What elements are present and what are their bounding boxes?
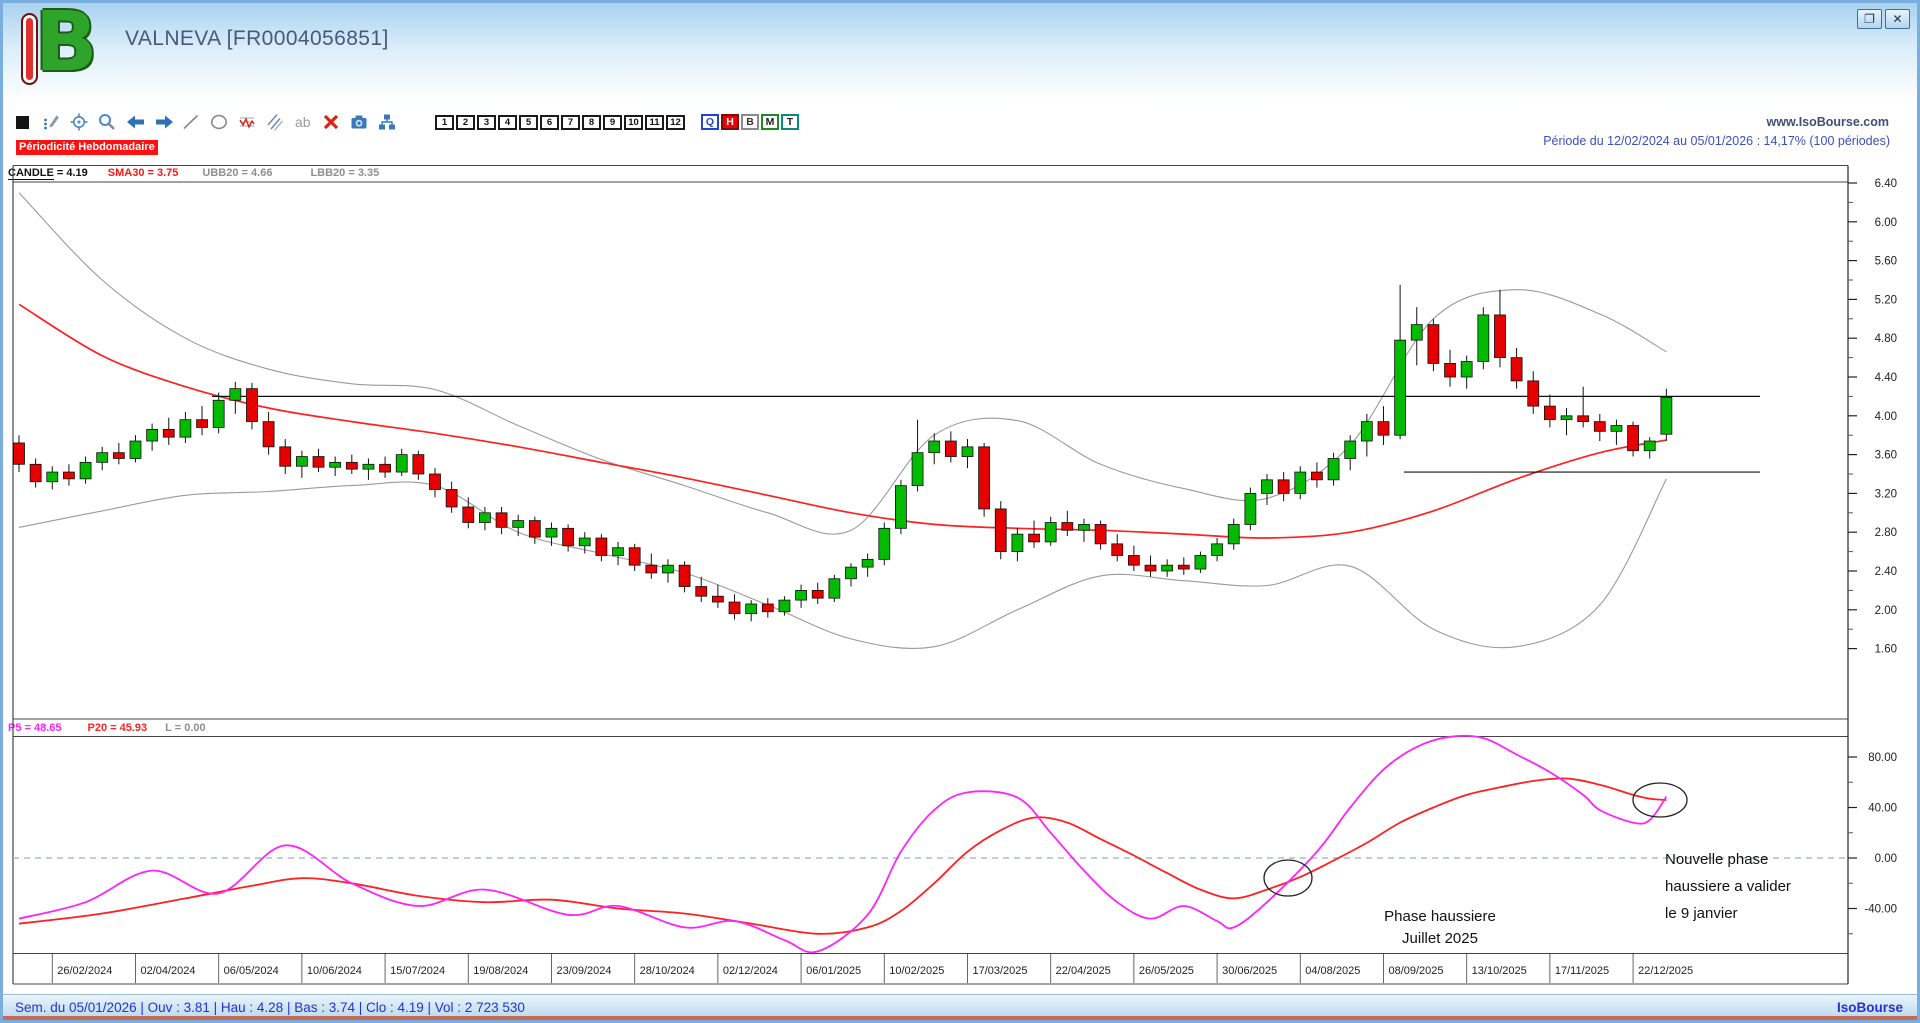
svg-text:0.00: 0.00	[1875, 853, 1897, 865]
period-button-9[interactable]: 9	[603, 114, 622, 130]
svg-text:04/08/2025: 04/08/2025	[1305, 965, 1360, 977]
svg-text:5.20: 5.20	[1875, 294, 1897, 306]
svg-text:2.40: 2.40	[1875, 566, 1897, 578]
mode-button-B[interactable]: B	[741, 114, 759, 130]
svg-text:2.00: 2.00	[1875, 605, 1897, 617]
svg-text:02/12/2024: 02/12/2024	[723, 965, 778, 977]
mode-button-M[interactable]: M	[761, 114, 779, 130]
svg-text:10/02/2025: 10/02/2025	[889, 965, 944, 977]
arrow-right-icon[interactable]	[153, 112, 173, 132]
svg-text:26/05/2025: 26/05/2025	[1139, 965, 1194, 977]
logo-b-glyph: B	[35, 0, 98, 90]
period-button-8[interactable]: 8	[582, 114, 601, 130]
arrow-left-icon[interactable]	[125, 112, 145, 132]
logo-i-bar	[21, 13, 38, 85]
zoom-icon[interactable]	[97, 112, 117, 132]
period-button-10[interactable]: 10	[624, 114, 643, 130]
legend-lbb20: LBB20 = 3.35	[310, 167, 380, 179]
legend-candle: CANDLE = 4.19	[8, 167, 88, 180]
restore-window-button[interactable]: ❐	[1857, 9, 1882, 29]
legend-p5: P5 = 48.65	[8, 722, 62, 734]
ellipse-tool-icon[interactable]	[209, 112, 229, 132]
period-button-5[interactable]: 5	[519, 114, 538, 130]
svg-text:4.80: 4.80	[1875, 333, 1897, 345]
svg-text:19/08/2024: 19/08/2024	[473, 965, 528, 977]
mode-button-T[interactable]: T	[781, 114, 799, 130]
instrument-title: VALNEVA [FR0004056851]	[125, 27, 389, 50]
svg-text:30/06/2025: 30/06/2025	[1222, 965, 1277, 977]
svg-text:06/01/2025: 06/01/2025	[806, 965, 861, 977]
indicator-chart-icon[interactable]	[237, 112, 257, 132]
svg-text:13/10/2025: 13/10/2025	[1472, 965, 1527, 977]
svg-text:28/10/2024: 28/10/2024	[640, 965, 695, 977]
period-button-7[interactable]: 7	[561, 114, 580, 130]
svg-text:17/11/2025: 17/11/2025	[1555, 965, 1609, 977]
legend-sma30: SMA30 = 3.75	[107, 167, 179, 179]
period-number-buttons: 1 2 3 4 5 6 7 8 9 10 11 12	[435, 114, 687, 130]
svg-text:3.20: 3.20	[1875, 488, 1897, 500]
camera-icon[interactable]	[349, 112, 369, 132]
svg-text:4.40: 4.40	[1875, 372, 1897, 384]
svg-text:4.00: 4.00	[1875, 411, 1897, 423]
svg-text:ab: ab	[295, 114, 311, 130]
close-window-button[interactable]: ✕	[1885, 9, 1910, 29]
svg-text:1.60: 1.60	[1875, 644, 1897, 656]
status-bar: Sem. du 05/01/2026 | Ouv : 3.81 | Hau : …	[3, 994, 1917, 1020]
isobourse-logo-icon: B	[19, 3, 103, 97]
svg-text:6.00: 6.00	[1875, 217, 1897, 229]
period-button-3[interactable]: 3	[477, 114, 496, 130]
svg-text:5.60: 5.60	[1875, 256, 1897, 268]
periodicity-badge: Périodicité Hebdomadaire	[16, 140, 158, 155]
period-button-2[interactable]: 2	[456, 114, 475, 130]
hierarchy-icon[interactable]	[377, 112, 397, 132]
parallel-channel-icon[interactable]	[265, 112, 285, 132]
svg-text:06/05/2024: 06/05/2024	[224, 965, 279, 977]
svg-text:2.80: 2.80	[1875, 527, 1897, 539]
trend-line-icon[interactable]	[181, 112, 201, 132]
legend-p20: P20 = 45.93	[87, 722, 148, 734]
mode-button-H[interactable]: H	[721, 114, 739, 130]
annotation-phase-haussiere[interactable]: Phase haussiere Juillet 2025	[1384, 908, 1496, 947]
svg-text:80.00: 80.00	[1868, 752, 1897, 764]
target-icon[interactable]	[69, 112, 89, 132]
svg-text:22/04/2025: 22/04/2025	[1056, 965, 1111, 977]
svg-text:17/03/2025: 17/03/2025	[972, 965, 1027, 977]
draw-pencil-icon[interactable]	[41, 112, 61, 132]
oscillator-legend: P5 = 48.65 P20 = 45.93 L = 0.00	[8, 722, 244, 734]
period-button-12[interactable]: 12	[666, 114, 685, 130]
svg-text:26/02/2024: 26/02/2024	[57, 965, 112, 977]
select-square-icon[interactable]	[13, 112, 33, 132]
legend-l: L = 0.00	[165, 722, 206, 734]
svg-text:-40.00: -40.00	[1864, 904, 1897, 916]
period-button-4[interactable]: 4	[498, 114, 517, 130]
header: B VALNEVA [FR0004056851] ❐ ✕ www.IsoBour…	[3, 3, 1917, 148]
svg-text:23/09/2024: 23/09/2024	[556, 965, 611, 977]
website-link[interactable]: www.IsoBourse.com	[1766, 115, 1889, 129]
svg-text:10/06/2024: 10/06/2024	[307, 965, 362, 977]
period-button-1[interactable]: 1	[435, 114, 454, 130]
annotation-nouvelle-phase[interactable]: Nouvelle phase haussiere a valider le 9 …	[1665, 851, 1791, 922]
svg-text:08/09/2025: 08/09/2025	[1388, 965, 1443, 977]
main-chart-canvas[interactable]: 6.40 6.00 5.60 5.20 4.80 4.40 4.00 3.60 3.20 2.80…	[3, 3, 1920, 1023]
period-button-11[interactable]: 11	[645, 114, 664, 130]
svg-text:02/04/2024: 02/04/2024	[140, 965, 195, 977]
delete-cross-icon[interactable]	[321, 112, 341, 132]
quote-summary: Sem. du 05/01/2026 | Ouv : 3.81 | Hau : …	[15, 1000, 525, 1015]
svg-text:40.00: 40.00	[1868, 803, 1897, 815]
legend-ubb20: UBB20 = 4.66	[202, 167, 273, 179]
svg-text:3.60: 3.60	[1875, 450, 1897, 462]
bottom-edge	[3, 1016, 1917, 1020]
period-button-6[interactable]: 6	[540, 114, 559, 130]
main-chart-legend: CANDLE = 4.19 SMA30 = 3.75 UBB20 = 4.66 LBB…	[8, 167, 417, 180]
text-tool-icon[interactable]: ab	[293, 112, 313, 132]
period-range-info: Période du 12/02/2024 au 05/01/2026 : 14…	[1543, 134, 1890, 148]
svg-text:15/07/2024: 15/07/2024	[390, 965, 445, 977]
mode-button-Q[interactable]: Q	[701, 114, 719, 130]
svg-text:22/12/2025: 22/12/2025	[1638, 965, 1693, 977]
brand-label: IsoBourse	[1836, 1000, 1903, 1015]
svg-text:6.40: 6.40	[1875, 178, 1897, 190]
